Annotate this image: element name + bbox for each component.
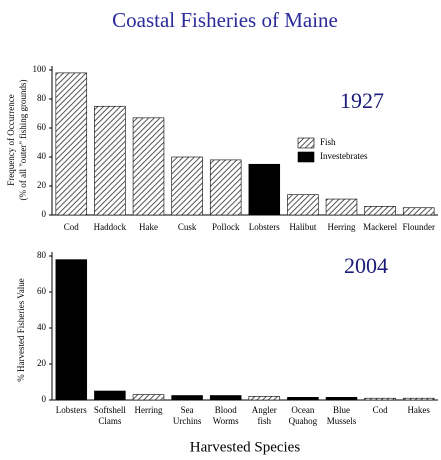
x-tick-label: Herring [135, 405, 163, 415]
y-tick-label: 80 [37, 250, 47, 260]
x-tick-label: Blue Mussels [327, 405, 357, 426]
x-tick-label: Pollock [212, 222, 240, 232]
bar [364, 397, 396, 401]
y-axis-label: Frequency of Occurrence [6, 94, 16, 185]
bar [287, 396, 319, 401]
x-tick-label: Ocean Quahog [289, 405, 318, 426]
y-tick-label: 80 [37, 93, 47, 103]
legend-label: Fish [320, 137, 336, 147]
bar [402, 397, 435, 401]
annotation: 1927 [340, 88, 384, 113]
x-tick-label: Lobsters [249, 222, 280, 232]
bar [132, 117, 165, 216]
y-tick-label: 40 [37, 322, 47, 332]
bar [364, 206, 396, 216]
bar [171, 395, 203, 401]
x-tick-label: Hake [139, 222, 158, 232]
x-tick-label: Lobsters [56, 405, 87, 415]
bar [132, 394, 165, 401]
x-tick-label: Halibut [289, 222, 316, 232]
x-tick-label: Sea Urchins [173, 405, 202, 426]
y-tick-label: 100 [33, 64, 47, 74]
bar [248, 163, 281, 216]
chart-title: Coastal Fisheries of Maine [112, 8, 338, 32]
legend-swatch [297, 137, 315, 149]
legend-swatch [297, 151, 315, 163]
y-tick-label: 0 [42, 209, 47, 219]
bar [248, 396, 281, 401]
bar [171, 156, 203, 216]
x-tick-label: Mackerel [363, 222, 397, 232]
y-tick-label: 60 [37, 286, 47, 296]
bar [325, 396, 358, 401]
y-tick-label: 20 [37, 180, 47, 190]
x-tick-label: Cod [373, 405, 389, 415]
bar [209, 159, 242, 216]
bar [325, 198, 358, 216]
annotation: 2004 [344, 253, 388, 278]
x-tick-label: Cusk [178, 222, 197, 232]
x-tick-label: Blood Worms [213, 405, 239, 426]
y-tick-label: 0 [42, 394, 47, 404]
legend-label: Investebrates [320, 151, 368, 161]
bar [94, 390, 126, 401]
bar [402, 207, 435, 216]
bar [209, 395, 242, 401]
x-tick-label: Angler fish [252, 405, 277, 426]
x-tick-label: Cod [64, 222, 80, 232]
bar [55, 259, 88, 401]
bar [94, 105, 126, 216]
x-axis-label: Harvested Species [190, 439, 301, 455]
bar [55, 72, 88, 216]
x-tick-label: Softshell Clams [94, 405, 127, 426]
y-tick-label: 20 [37, 358, 47, 368]
y-axis-label: (% of all "outer" fishing grounds) [18, 79, 28, 200]
y-axis-label: % Harvested Fisheries Value [16, 278, 26, 382]
x-tick-label: Herring [328, 222, 356, 232]
y-tick-label: 40 [37, 151, 47, 161]
y-tick-label: 60 [37, 122, 47, 132]
x-tick-label: Flounder [402, 222, 435, 232]
x-tick-label: Hakes [407, 405, 430, 415]
x-tick-label: Haddock [94, 222, 127, 232]
bar [287, 194, 319, 216]
